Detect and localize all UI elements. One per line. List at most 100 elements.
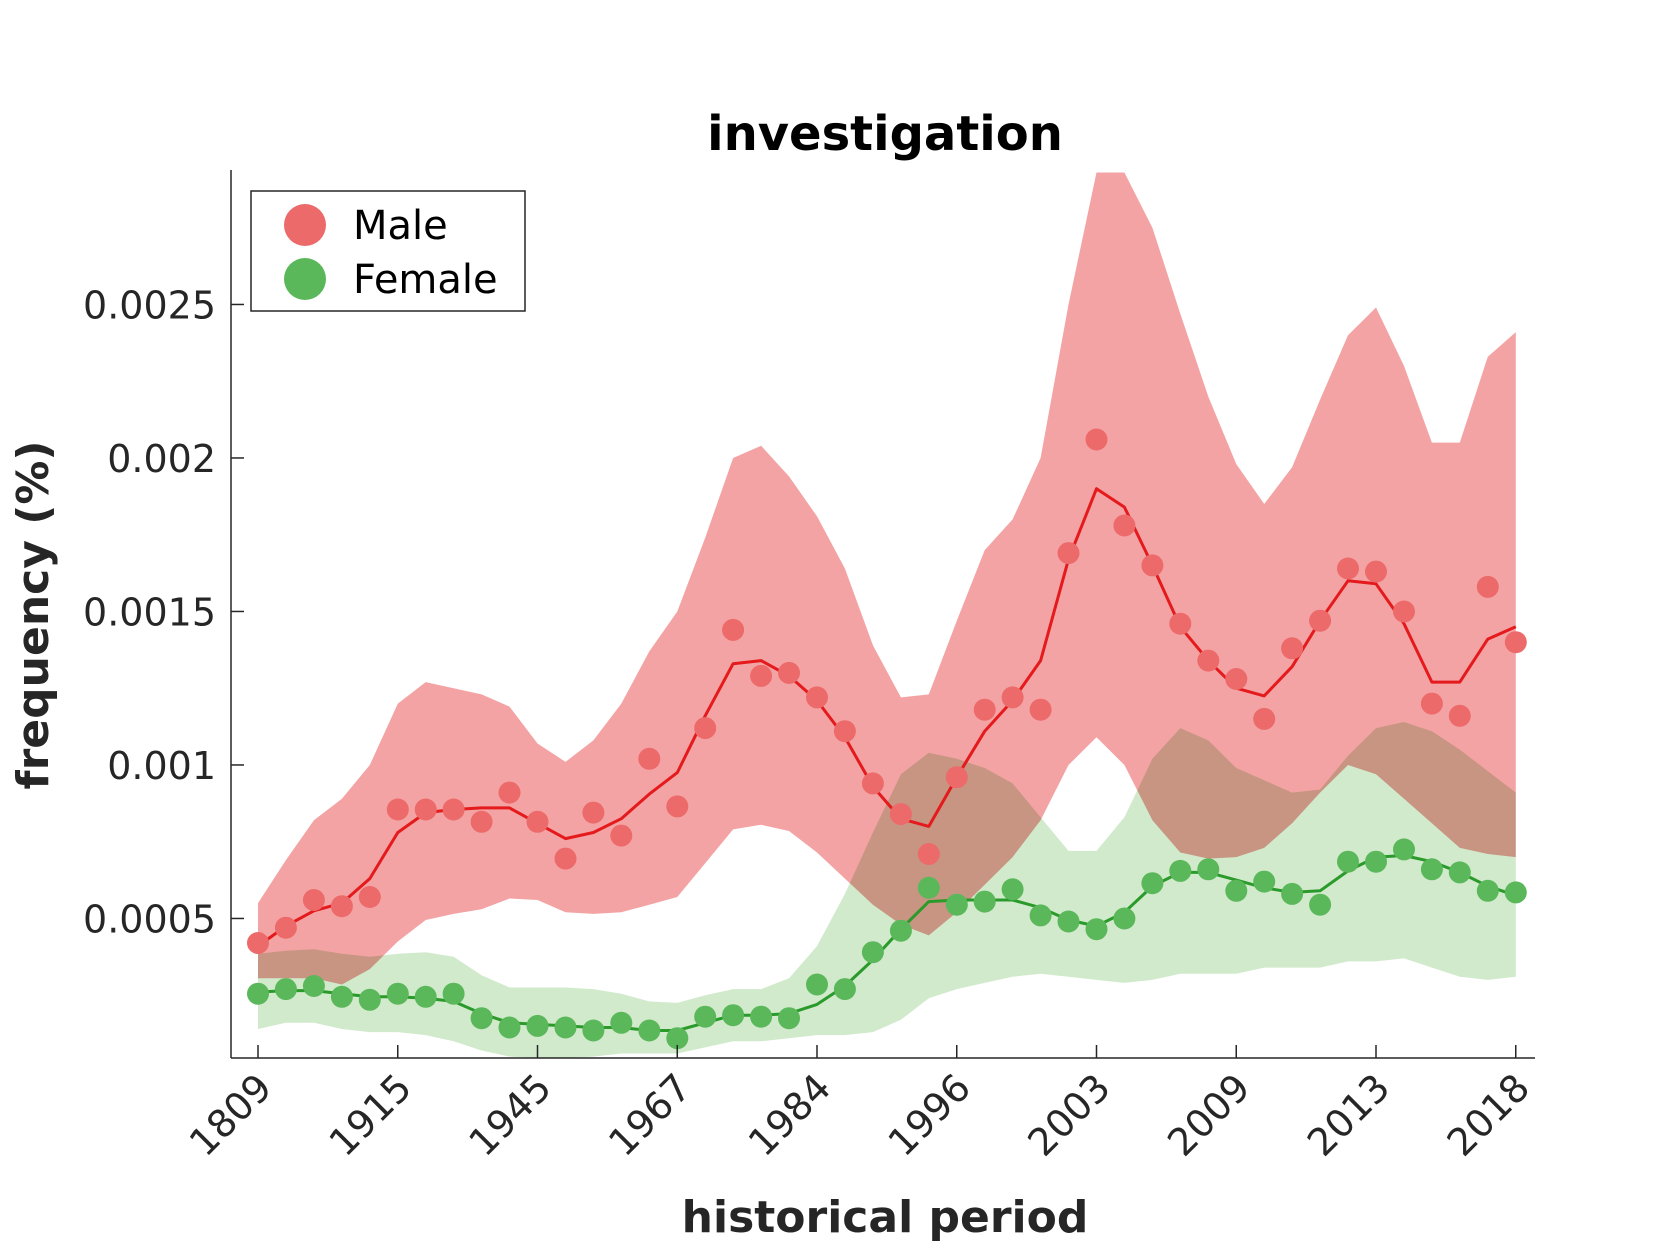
point-female — [386, 982, 409, 1005]
point-female — [526, 1014, 549, 1037]
point-male — [442, 798, 465, 821]
point-male — [526, 810, 549, 833]
x-tick-label: 1945 — [460, 1065, 560, 1165]
point-male — [750, 664, 773, 687]
point-female — [722, 1004, 745, 1027]
point-female — [1365, 850, 1387, 873]
point-male — [1225, 668, 1248, 690]
point-female — [1337, 850, 1359, 873]
point-female — [889, 919, 912, 942]
point-male — [1085, 428, 1108, 451]
x-tick-label: 2018 — [1439, 1065, 1539, 1165]
point-male — [554, 847, 577, 870]
line-male — [257, 487, 1517, 948]
point-male — [470, 810, 493, 833]
point-female — [1253, 870, 1276, 893]
point-female — [554, 1016, 577, 1039]
point-male — [582, 801, 605, 824]
point-male — [1113, 514, 1136, 537]
legend-label-male: Male — [353, 203, 448, 249]
point-male — [1253, 707, 1276, 730]
point-male — [1365, 560, 1387, 583]
point-male — [1029, 698, 1052, 721]
point-female — [973, 890, 996, 913]
point-male — [1001, 686, 1024, 709]
point-female — [778, 1007, 800, 1030]
point-male — [889, 803, 912, 826]
point-male — [1141, 554, 1164, 577]
x-tick-label: 1809 — [181, 1065, 281, 1165]
smoothed-lines — [257, 487, 1517, 1032]
point-male — [330, 895, 353, 918]
point-male — [833, 720, 856, 743]
x-tick-label: 2003 — [1019, 1065, 1119, 1165]
point-female — [945, 893, 968, 916]
point-female — [1113, 907, 1136, 930]
point-female — [610, 1011, 633, 1034]
point-male — [386, 798, 409, 821]
point-female — [638, 1019, 661, 1042]
confidence-bands — [258, 172, 1516, 1058]
point-female — [274, 978, 297, 1001]
point-male — [247, 932, 269, 954]
point-female — [330, 985, 353, 1008]
point-male — [778, 661, 800, 684]
point-female — [1141, 872, 1164, 895]
point-female — [1057, 910, 1080, 933]
point-male — [638, 747, 661, 770]
x-ticks: 1809 1915 1945 1967 1984 1996 2003 2009 2013 2018 — [181, 1045, 1538, 1165]
point-male — [1197, 649, 1220, 672]
y-tick-label: 0.001 — [107, 744, 216, 788]
point-female — [1309, 893, 1332, 916]
point-female — [247, 982, 269, 1005]
point-male — [1476, 575, 1499, 598]
plot-area — [247, 172, 1527, 1058]
point-male — [274, 916, 297, 939]
line-female — [257, 854, 1517, 1032]
point-female — [1504, 881, 1527, 904]
point-female — [582, 1019, 605, 1042]
point-male — [1337, 557, 1359, 580]
point-female — [833, 978, 856, 1001]
point-male — [694, 717, 717, 740]
point-male — [414, 798, 437, 821]
chart-title: investigation — [707, 106, 1063, 162]
y-tick-label: 0.0005 — [83, 897, 216, 941]
point-female — [666, 1027, 689, 1050]
point-male — [610, 824, 633, 847]
point-female — [861, 941, 884, 964]
point-male — [1448, 704, 1471, 727]
point-female — [302, 975, 325, 997]
point-female — [1085, 918, 1108, 941]
y-ticks: 0.0005 0.001 0.0015 0.002 0.0025 — [83, 283, 244, 941]
point-male — [358, 886, 381, 908]
point-female — [1225, 879, 1248, 902]
point-female — [414, 985, 437, 1008]
legend-marker-female — [284, 258, 326, 300]
point-female — [442, 982, 465, 1005]
x-tick-label: 1996 — [880, 1065, 980, 1165]
point-female — [1393, 838, 1415, 861]
point-male — [1281, 637, 1304, 660]
point-male — [666, 795, 689, 818]
x-axis-label: historical period — [682, 1192, 1089, 1243]
point-female — [1281, 882, 1304, 905]
point-male — [1420, 692, 1443, 715]
point-female — [917, 876, 940, 899]
x-tick-label: 2013 — [1299, 1065, 1399, 1165]
point-male — [498, 781, 521, 804]
point-male — [1393, 600, 1415, 623]
point-male — [861, 772, 884, 795]
point-male — [806, 686, 828, 709]
point-male — [973, 698, 996, 721]
point-female — [1001, 878, 1024, 901]
point-male — [1504, 631, 1527, 654]
point-male — [1169, 612, 1192, 635]
point-male — [917, 843, 940, 865]
y-tick-label: 0.0025 — [83, 283, 216, 327]
point-female — [498, 1016, 521, 1039]
legend: Male Female — [250, 190, 526, 312]
point-male — [1057, 542, 1080, 565]
point-female — [358, 988, 381, 1011]
point-male — [302, 889, 325, 911]
